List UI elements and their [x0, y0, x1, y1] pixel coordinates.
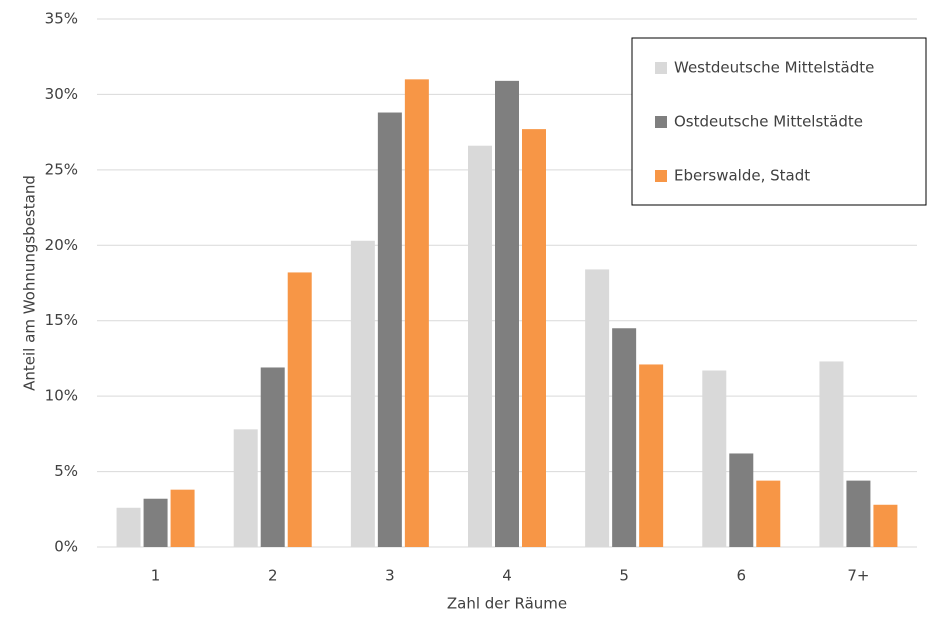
legend-label: Westdeutsche Mittelstädte: [674, 59, 874, 77]
bar: [846, 480, 871, 547]
bar: [639, 364, 664, 547]
legend-swatch: [655, 62, 667, 74]
x-tick-label: 1: [151, 567, 161, 585]
legend-label: Eberswalde, Stadt: [674, 167, 810, 185]
bar: [260, 367, 285, 547]
y-tick-label: 5%: [54, 462, 78, 480]
legend-box: [631, 37, 927, 206]
bar: [702, 370, 727, 547]
bar: [350, 240, 375, 547]
x-tick-label: 5: [619, 567, 629, 585]
bar: [468, 145, 492, 547]
bar: [729, 453, 754, 547]
y-tick-label: 0%: [54, 538, 78, 556]
bar: [873, 504, 898, 547]
bar: [756, 480, 781, 547]
y-tick-label: 25%: [45, 160, 78, 178]
x-axis-title: Zahl der Räume: [447, 595, 567, 613]
legend-swatch: [655, 116, 667, 128]
legend-label: Ostdeutsche Mittelstädte: [674, 113, 863, 131]
x-tick-label: 2: [268, 567, 278, 585]
bar: [116, 507, 141, 547]
bar: [404, 79, 429, 547]
bar: [585, 269, 610, 547]
bar: [819, 361, 844, 547]
y-tick-label: 30%: [45, 85, 78, 103]
x-tick-label: 7+: [847, 567, 869, 585]
legend-swatch: [655, 170, 667, 182]
x-tick-label: 6: [737, 567, 747, 585]
y-axis-title: Anteil am Wohnungsbestand: [21, 175, 39, 391]
y-tick-label: 10%: [45, 387, 78, 405]
x-tick-label: 4: [502, 567, 512, 585]
y-tick-label: 20%: [45, 236, 78, 254]
x-tick-label: 3: [385, 567, 395, 585]
bar: [287, 272, 312, 547]
y-tick-label: 15%: [45, 311, 78, 329]
bar: [377, 112, 402, 547]
bar: [612, 328, 637, 547]
bar: [233, 429, 258, 547]
bar: [495, 80, 519, 547]
y-tick-label: 35%: [45, 10, 78, 28]
bar: [170, 489, 195, 547]
bar: [143, 498, 168, 547]
bar: [522, 129, 546, 547]
